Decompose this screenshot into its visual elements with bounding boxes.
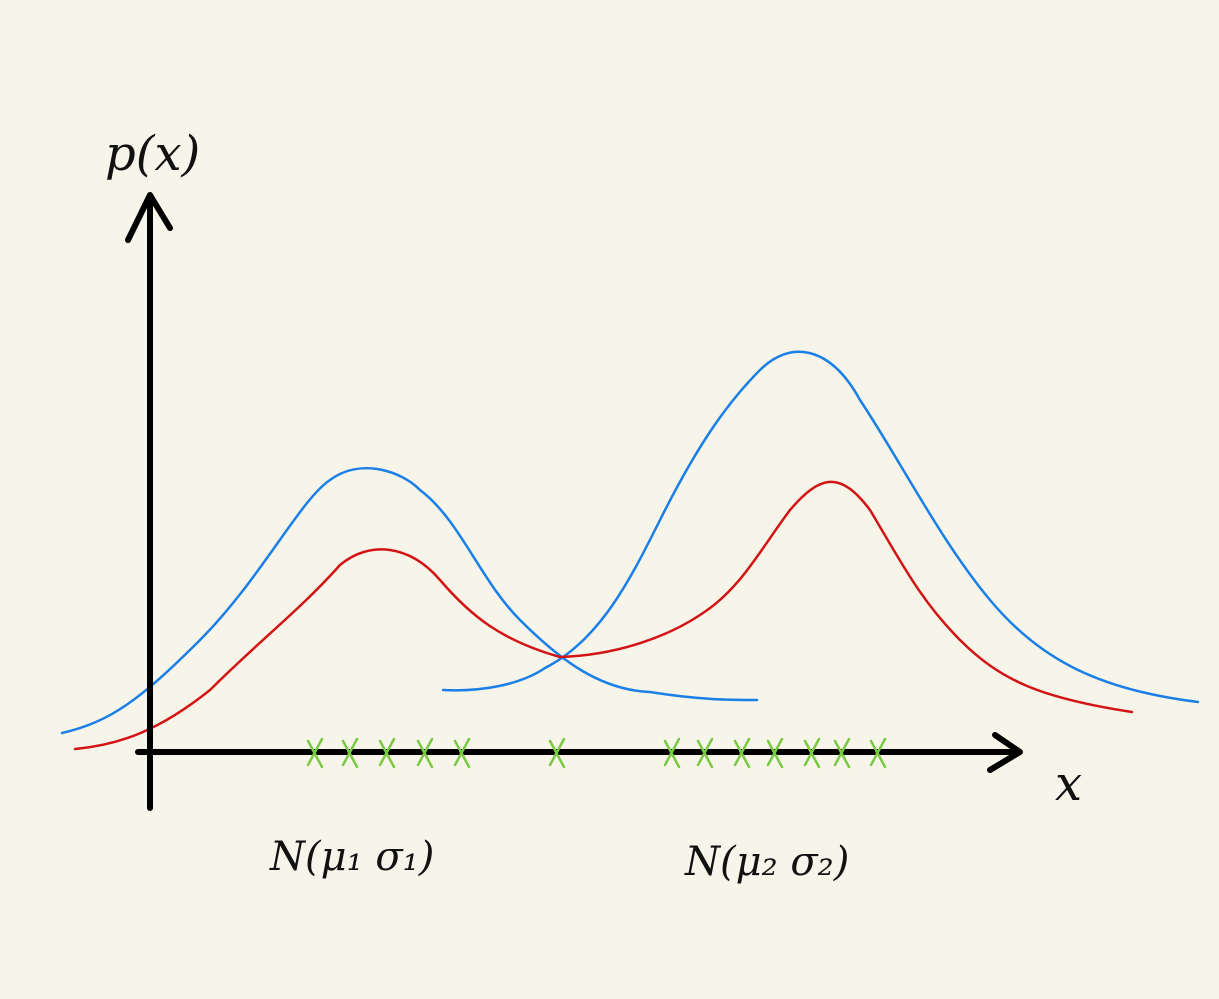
sample-mark <box>833 737 851 769</box>
component-label: N(μ₂ σ₂) <box>684 839 849 885</box>
sample-mark <box>869 737 887 769</box>
sample-mark <box>306 737 324 769</box>
sample-mark <box>733 737 751 769</box>
component-label: N(μ₁ σ₁) <box>269 834 434 880</box>
sample-mark <box>803 737 821 769</box>
mixture-curve <box>73 480 1134 751</box>
sample-mark <box>341 737 359 769</box>
sample-mark <box>696 737 714 769</box>
y-axis <box>125 192 173 811</box>
sample-mark <box>416 737 434 769</box>
sample-mark <box>663 737 681 769</box>
x-axis <box>135 732 1023 773</box>
sample-mark <box>766 737 784 769</box>
sample-mark <box>548 737 566 769</box>
y-axis-label: p(x) <box>105 126 200 182</box>
sample-mark <box>378 737 396 769</box>
data-points <box>306 737 887 769</box>
sample-mark <box>453 737 471 769</box>
right-bump-curve <box>441 350 1200 704</box>
x-axis-label: x <box>1055 756 1082 812</box>
left-bump-curve <box>60 466 759 735</box>
